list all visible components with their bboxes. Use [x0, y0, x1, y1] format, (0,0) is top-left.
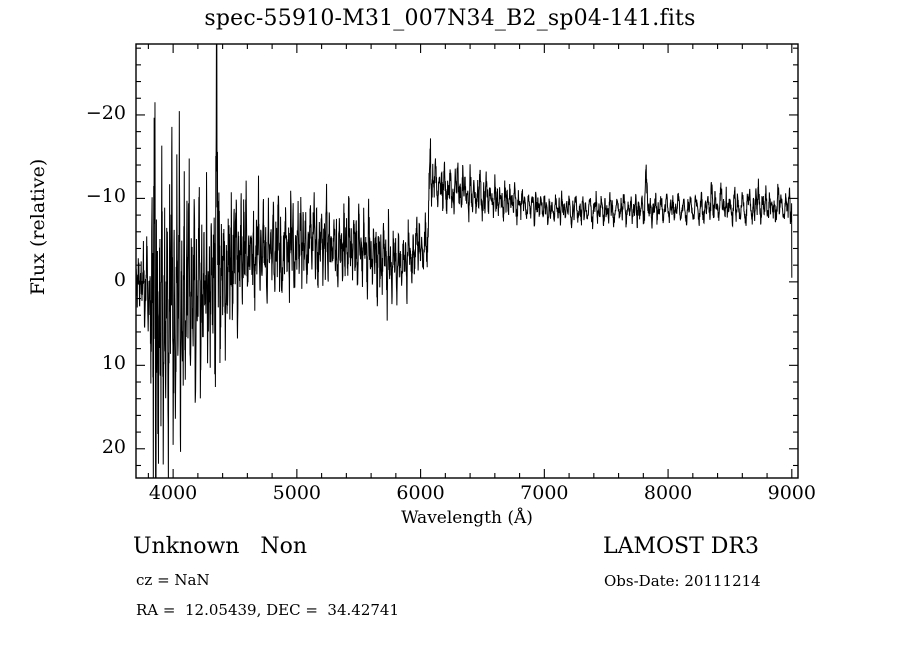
y-tick-label: 20 [101, 435, 126, 458]
page-title: spec-55910-M31_007N34_B2_sp04-141.fits [204, 6, 696, 31]
survey-label: LAMOST DR3 [603, 534, 759, 559]
redshift-label: cz = NaN [136, 571, 210, 589]
flux-trace [136, 44, 793, 478]
axis-ticks [136, 44, 798, 478]
plot-frame [135, 43, 799, 479]
x-tick-label: 8000 [643, 482, 693, 504]
flux-trace-group [136, 44, 793, 478]
y-tick-label: −10 [85, 185, 126, 208]
y-axis-label: Flux (relative) [27, 158, 49, 296]
x-axis-label: Wavelength (Å) [401, 508, 533, 528]
y-tick-label: −20 [85, 101, 126, 124]
obs-date-label: Obs-Date: 20111214 [604, 572, 761, 590]
x-tick-label: 9000 [767, 482, 816, 504]
object-name-label: Unknown Non [133, 534, 308, 559]
x-tick-label: 4000 [148, 482, 198, 504]
y-tick-label: 0 [113, 268, 126, 291]
coordinates-label: RA = 12.05439, DEC = 34.42741 [136, 601, 400, 619]
x-tick-label: 7000 [520, 482, 569, 504]
y-tick-label: 10 [101, 352, 126, 375]
x-tick-label: 5000 [272, 482, 322, 504]
x-tick-label: 6000 [396, 482, 445, 504]
